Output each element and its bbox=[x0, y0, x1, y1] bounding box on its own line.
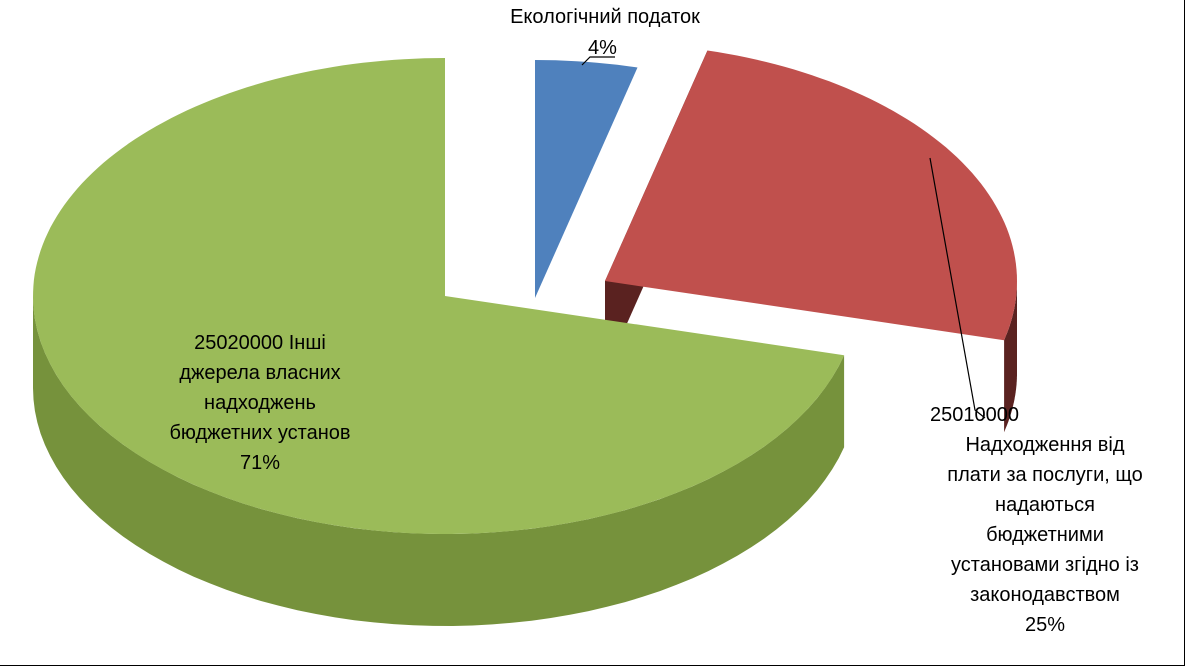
pie-slice-1 bbox=[605, 50, 1017, 341]
slice-label-text: Екологічний податок bbox=[510, 6, 700, 28]
pie-slice-side bbox=[33, 296, 845, 626]
slice-label-line: законодавством bbox=[970, 584, 1120, 606]
slice-label-line: надходжень bbox=[204, 392, 316, 414]
slice-label-services-income: 25010000 Надходження від плати за послуг… bbox=[900, 400, 1185, 640]
slice-value-other-revenues: 71% bbox=[239, 452, 281, 474]
slice-label-line: надаються bbox=[995, 494, 1095, 516]
slice-value-text: 4% bbox=[588, 37, 617, 59]
slice-label-line: 25020000 Інші bbox=[194, 332, 326, 354]
slice-label-ecological-tax: Екологічний податок bbox=[455, 2, 755, 32]
slice-label-other-revenues: 25020000 Інші джерела власних надходжень… bbox=[130, 328, 390, 478]
slice-label-line: Надходження від bbox=[965, 434, 1125, 456]
slice-label-line: установами згідно із bbox=[951, 554, 1139, 576]
slice-value-ecological-tax: 4% bbox=[588, 33, 648, 63]
leader-line-ecological-tax bbox=[581, 56, 615, 66]
pie-slice-side bbox=[1004, 281, 1017, 433]
pie-slice-0 bbox=[535, 60, 638, 298]
pie-slice-2 bbox=[33, 58, 845, 534]
slice-label-line: плати за послуги, що bbox=[947, 464, 1143, 486]
slice-label-line: бюджетних установ bbox=[169, 422, 351, 444]
slice-label-line: 25010000 bbox=[930, 404, 1019, 426]
leader-line-services-income bbox=[929, 157, 986, 419]
slice-value-services-income: 25% bbox=[1024, 614, 1066, 636]
slice-label-line: джерела власних bbox=[179, 362, 341, 384]
slice-label-line: бюджетними bbox=[986, 524, 1104, 546]
